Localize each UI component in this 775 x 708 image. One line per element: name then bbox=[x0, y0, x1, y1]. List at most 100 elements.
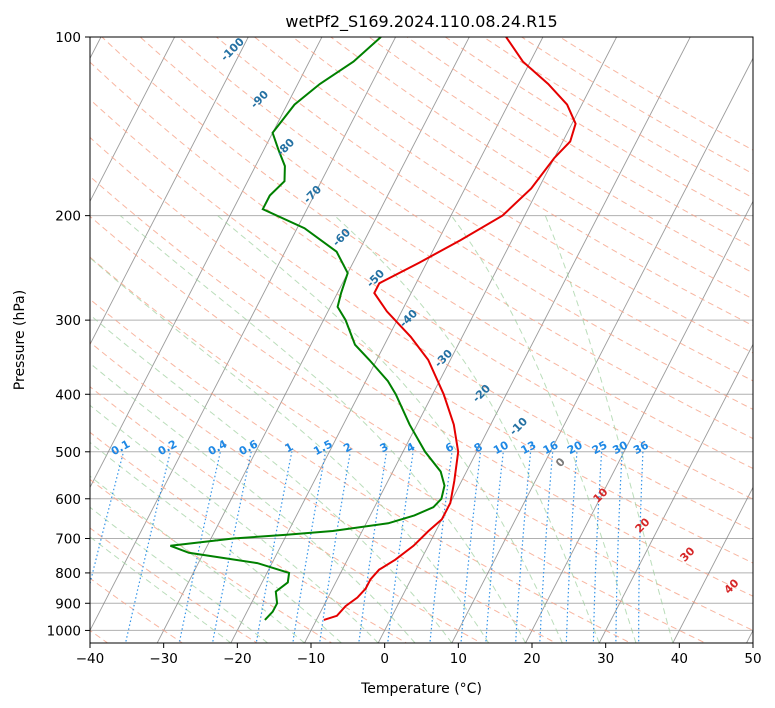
mixing-ratio-line bbox=[90, 451, 125, 586]
y-tick-label: 1000 bbox=[47, 623, 81, 639]
x-tick-label: 10 bbox=[450, 651, 467, 667]
mixing-ratio-line bbox=[514, 451, 532, 643]
mixing-ratio-line bbox=[292, 451, 327, 643]
mixing-ratio-line bbox=[565, 451, 578, 643]
isotherm-label: -50 bbox=[364, 267, 387, 290]
dry-adiabat-line bbox=[90, 256, 707, 643]
dry-adiabat-line bbox=[291, 37, 753, 327]
moist-adiabat-line bbox=[334, 215, 600, 643]
y-tick-label: 700 bbox=[55, 532, 81, 548]
x-tick-label: 40 bbox=[671, 651, 688, 667]
dry-adiabat-line bbox=[444, 37, 753, 223]
isotherm-label: 10 bbox=[591, 485, 611, 505]
dry-adiabat-line bbox=[90, 136, 753, 564]
isotherm-label: 40 bbox=[722, 576, 742, 596]
mixing-ratio-label: 0.1 bbox=[109, 437, 132, 458]
dry-adiabat-line bbox=[90, 298, 632, 643]
isotherm-line bbox=[451, 57, 753, 643]
y-tick-label: 500 bbox=[55, 445, 81, 461]
mixing-ratio-line bbox=[124, 451, 171, 643]
mixing-ratio-label: 13 bbox=[519, 438, 539, 457]
isotherm-label: -10 bbox=[507, 415, 530, 438]
x-tick-label: 0 bbox=[380, 651, 389, 667]
moist-adiabat-line bbox=[119, 215, 526, 643]
isotherm-line bbox=[304, 37, 618, 643]
isotherm-line bbox=[746, 629, 753, 643]
moist-adiabat-line bbox=[90, 257, 490, 643]
dry-adiabat-line bbox=[520, 37, 753, 175]
plot-frame bbox=[89, 36, 754, 644]
mixing-ratio-label: 8 bbox=[472, 440, 485, 455]
dry-adiabat-line bbox=[90, 527, 258, 643]
moist-adiabat-line bbox=[90, 362, 416, 643]
mixing-ratio-label: 4 bbox=[404, 440, 417, 455]
isotherm-label: -60 bbox=[330, 226, 353, 249]
dry-adiabat-line bbox=[368, 37, 753, 274]
mixing-ratio-label: 25 bbox=[590, 438, 610, 457]
mixing-ratio-label: 2 bbox=[341, 440, 354, 455]
dry-adiabat-line bbox=[90, 577, 184, 643]
isotherm-label: -100 bbox=[218, 35, 247, 64]
isotherm-line bbox=[525, 200, 753, 643]
moist-adiabat-line bbox=[450, 215, 637, 643]
mixing-ratio-label: 16 bbox=[541, 438, 561, 457]
isotherm-label: 20 bbox=[633, 515, 653, 535]
dry-adiabat-line bbox=[90, 431, 408, 643]
mixing-ratio-label: 1.5 bbox=[311, 437, 334, 458]
mixing-ratio-label: 36 bbox=[631, 438, 651, 457]
moist-adiabat-line bbox=[90, 404, 379, 643]
mixing-ratio-label: 0.2 bbox=[156, 437, 179, 458]
profile-series bbox=[170, 37, 577, 621]
dry-adiabat-line bbox=[215, 37, 753, 382]
x-tick-label: −20 bbox=[223, 651, 252, 667]
y-tick-label: 200 bbox=[55, 209, 81, 225]
moist-adiabat-line bbox=[90, 441, 342, 643]
isotherm-line bbox=[90, 37, 176, 203]
mixing-ratio-label: 3 bbox=[378, 440, 391, 455]
dry-adiabat-line bbox=[329, 37, 753, 300]
isotherm-label: -80 bbox=[274, 136, 297, 159]
mixing-ratio-line bbox=[592, 451, 603, 643]
x-tick-label: 50 bbox=[744, 651, 761, 667]
dry-adiabat-line bbox=[90, 61, 753, 500]
isotherm-line bbox=[90, 37, 249, 346]
mixing-ratio-label: 0.4 bbox=[206, 437, 230, 458]
mixing-ratio-label: 0.6 bbox=[237, 437, 261, 458]
isotherm-label: -30 bbox=[432, 347, 455, 370]
mixing-ratio-line bbox=[615, 451, 623, 643]
x-tick-label: 30 bbox=[597, 651, 614, 667]
isotherm-line bbox=[230, 37, 544, 643]
mixing-ratio-line bbox=[255, 451, 293, 643]
y-axis-label: Pressure (hPa) bbox=[12, 290, 28, 390]
moist-adiabat-line bbox=[90, 475, 305, 643]
dry-adiabat-line bbox=[90, 341, 557, 643]
dry-adiabat-line bbox=[406, 37, 753, 248]
mixing-ratio-line bbox=[539, 451, 554, 643]
y-tick-label: 400 bbox=[55, 387, 81, 403]
x-axis-label: Temperature (°C) bbox=[360, 681, 482, 697]
mixing-ratio-label: 30 bbox=[610, 438, 630, 457]
dry-adiabat-line bbox=[90, 478, 333, 643]
y-tick-label: 800 bbox=[55, 566, 81, 582]
dry-adiabat-line bbox=[90, 215, 753, 631]
x-tick-label: −40 bbox=[76, 651, 105, 667]
dry-adiabat-line bbox=[90, 175, 753, 597]
dry-adiabat-line bbox=[558, 37, 753, 151]
isotherm-line bbox=[156, 37, 470, 643]
mixing-ratio-line bbox=[429, 451, 453, 643]
mixing-ratio-line bbox=[638, 451, 644, 643]
dry-adiabat-line bbox=[90, 98, 753, 532]
moist-adiabat-line bbox=[544, 215, 674, 643]
mixing-ratio-label: 10 bbox=[491, 438, 511, 457]
y-tick-label: 900 bbox=[55, 596, 81, 612]
mixing-ratio-line bbox=[211, 451, 252, 643]
temperature-profile-line bbox=[323, 37, 577, 621]
moist-adiabat-line bbox=[90, 314, 453, 643]
mixing-ratio-label: 1 bbox=[283, 440, 296, 455]
mixing-ratio-line bbox=[358, 451, 388, 643]
dewpoint-profile-line bbox=[170, 37, 446, 621]
chart-title: wetPf2_S169.2024.110.08.24.R15 bbox=[285, 12, 557, 32]
isotherm-line bbox=[90, 37, 397, 632]
isotherm-line bbox=[672, 486, 753, 643]
